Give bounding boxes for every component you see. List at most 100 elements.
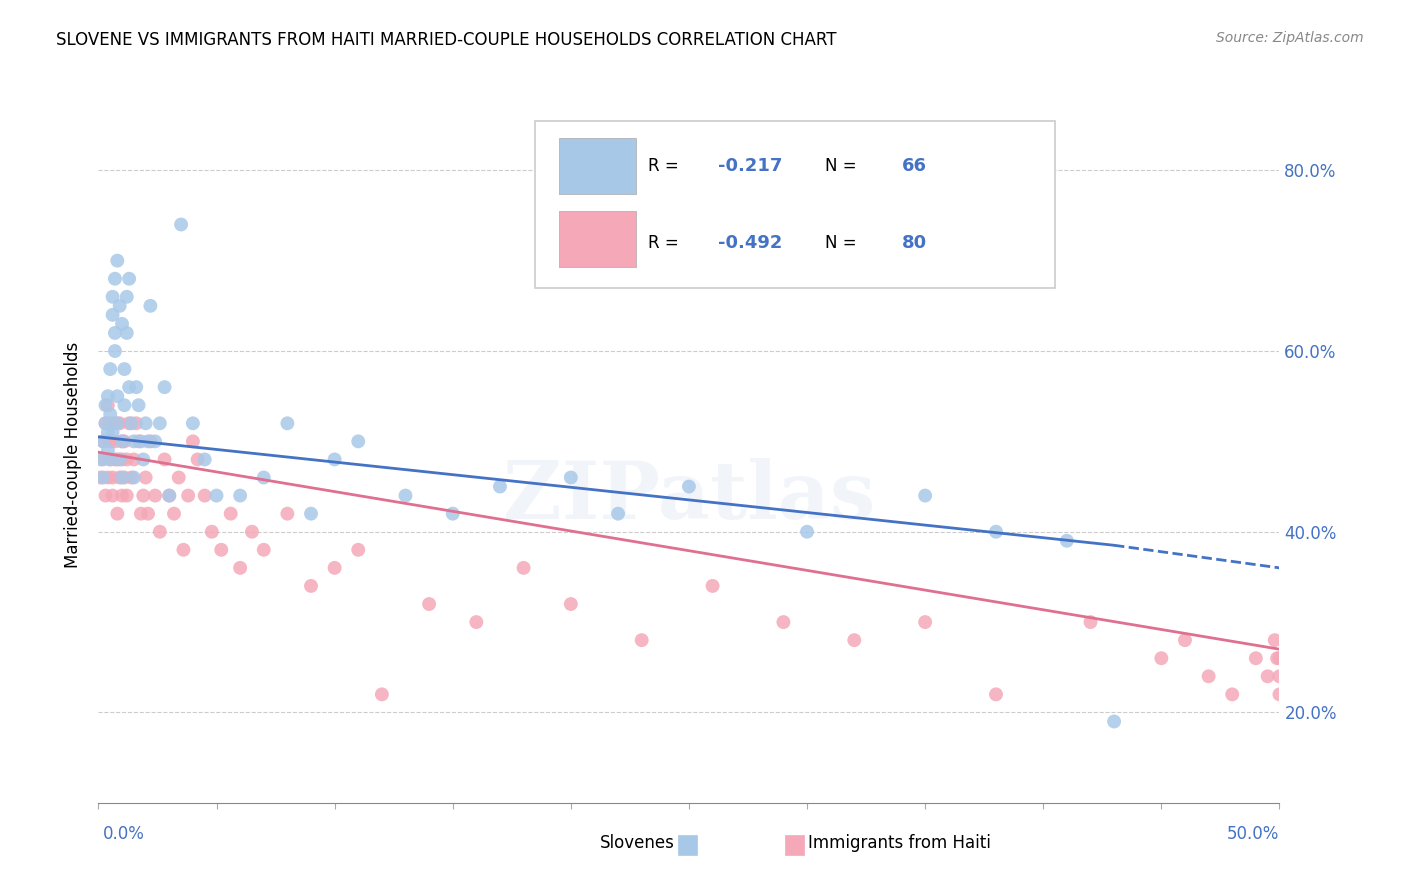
Point (104, 271, 127, 285)
Point (105, 417, 128, 431)
Point (108, 299, 131, 313)
Point (1198, 669, 1220, 683)
Point (97, 470, 120, 484)
Text: Source: ZipAtlas.com: Source: ZipAtlas.com (1216, 31, 1364, 45)
Point (347, 542, 370, 557)
Point (143, 489, 166, 503)
Text: N =: N = (825, 157, 862, 175)
Point (914, 489, 936, 503)
Point (796, 524, 818, 539)
Point (1268, 669, 1291, 683)
Point (111, 434, 134, 449)
Point (98, 452, 121, 467)
Text: Immigrants from Haiti: Immigrants from Haiti (808, 834, 991, 852)
Point (136, 507, 159, 521)
Point (104, 417, 127, 431)
Point (105, 452, 128, 467)
Point (94, 417, 117, 431)
Point (108, 417, 131, 431)
Point (111, 489, 134, 503)
Text: 80: 80 (901, 234, 927, 252)
Point (702, 579, 724, 593)
Point (229, 489, 252, 503)
Point (323, 452, 346, 467)
Point (157, 489, 180, 503)
Point (122, 470, 145, 484)
Point (299, 579, 322, 593)
Point (149, 417, 172, 431)
Point (98, 407, 121, 421)
Point (132, 489, 155, 503)
Point (844, 633, 866, 648)
Point (97, 389, 120, 403)
Point (139, 434, 162, 449)
Point (118, 271, 141, 285)
Point (111, 317, 134, 331)
Point (129, 507, 152, 521)
Point (607, 507, 630, 521)
Point (91, 470, 114, 484)
Point (205, 489, 228, 503)
Point (299, 507, 322, 521)
Point (129, 434, 152, 449)
Point (153, 452, 176, 467)
Point (1268, 651, 1291, 665)
Point (181, 417, 204, 431)
Text: R =: R = (648, 234, 683, 252)
Point (101, 489, 124, 503)
Point (101, 308, 124, 322)
Point (630, 633, 652, 648)
Point (98, 452, 121, 467)
Point (128, 434, 150, 449)
Point (101, 290, 124, 304)
Point (101, 470, 124, 484)
Point (136, 434, 159, 449)
Text: -0.217: -0.217 (718, 157, 783, 175)
Text: 0.0%: 0.0% (103, 825, 145, 843)
Point (229, 561, 252, 575)
Point (121, 417, 143, 431)
Point (772, 615, 794, 629)
Point (91, 434, 114, 449)
Point (560, 470, 582, 484)
Point (105, 253, 128, 268)
Point (97, 443, 120, 458)
Point (253, 470, 276, 484)
Point (143, 434, 166, 449)
Point (371, 687, 394, 701)
Point (101, 425, 124, 440)
Point (219, 507, 242, 521)
Y-axis label: Married-couple Households: Married-couple Households (65, 342, 83, 568)
Point (1174, 633, 1197, 648)
Point (465, 615, 488, 629)
Point (984, 524, 1007, 539)
Point (1244, 651, 1267, 665)
Point (418, 597, 440, 611)
Point (181, 434, 204, 449)
Point (1220, 687, 1243, 701)
Point (122, 434, 145, 449)
Point (118, 380, 141, 394)
Point (1265, 651, 1288, 665)
Point (276, 507, 298, 521)
Point (104, 326, 127, 340)
Text: N =: N = (825, 234, 862, 252)
Point (104, 434, 127, 449)
Text: 50.0%: 50.0% (1227, 825, 1279, 843)
Point (132, 452, 155, 467)
Point (135, 470, 157, 484)
Point (97, 398, 120, 412)
Text: -0.492: -0.492 (718, 234, 783, 252)
Point (125, 380, 148, 394)
Point (914, 615, 936, 629)
Point (1264, 633, 1286, 648)
Point (149, 524, 172, 539)
Point (512, 561, 534, 575)
Point (1102, 714, 1125, 729)
Point (111, 434, 134, 449)
Point (678, 479, 700, 493)
Point (105, 389, 128, 403)
Point (90, 452, 112, 467)
Point (209, 542, 232, 557)
Point (139, 299, 162, 313)
